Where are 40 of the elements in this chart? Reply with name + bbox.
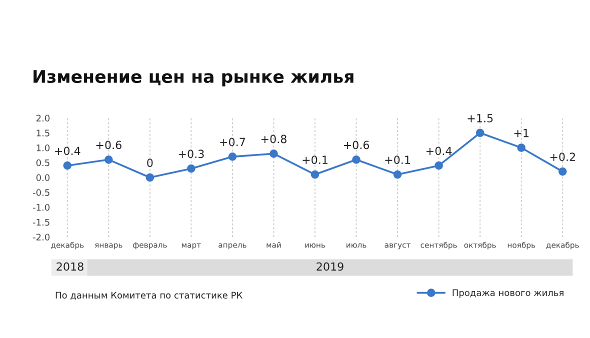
data-label: +0.4 xyxy=(426,146,452,156)
point xyxy=(228,152,237,161)
y-tick-label: -0.5 xyxy=(32,189,50,196)
y-tick-label: -1.5 xyxy=(32,218,50,226)
point xyxy=(63,161,72,170)
data-label: +0.6 xyxy=(96,140,122,150)
point xyxy=(434,161,443,170)
data-label: +0.8 xyxy=(261,134,286,144)
y-tick-label: 1.5 xyxy=(36,130,50,136)
data-label: +0.6 xyxy=(344,140,370,150)
text: 2019 xyxy=(316,262,344,271)
y-tick-label: 0.0 xyxy=(36,174,50,182)
point xyxy=(270,150,278,158)
text: 2018 xyxy=(56,262,84,271)
point xyxy=(558,167,567,176)
data-label: +1.5 xyxy=(468,114,493,122)
data-label: +0.3 xyxy=(178,150,204,158)
point xyxy=(187,164,196,173)
data-label: +0.1 xyxy=(302,156,328,164)
text: По данным Комитета по статистике РК xyxy=(56,292,242,300)
y-tick-label: 2.0 xyxy=(36,114,50,122)
point xyxy=(393,170,402,179)
point xyxy=(146,173,154,182)
data-label: +1 xyxy=(514,129,529,138)
point xyxy=(476,128,484,138)
data-label: +0.4 xyxy=(55,146,80,156)
point xyxy=(352,155,360,164)
chart-title: Изменение цен на рынке жилья xyxy=(34,70,354,86)
point xyxy=(104,155,113,164)
data-label: +0.7 xyxy=(220,138,245,146)
y-tick-label: -2.0 xyxy=(32,234,50,241)
data-label: 0 xyxy=(147,158,153,168)
legend-label: Продажа нового жилья xyxy=(452,289,564,298)
point xyxy=(517,144,526,152)
y-tick-label: -1.0 xyxy=(32,204,50,211)
data-label: +0.1 xyxy=(385,156,410,164)
point xyxy=(310,170,320,179)
y-tick-label: 0.5 xyxy=(36,159,50,166)
y-tick-label: 1.0 xyxy=(36,144,50,152)
data-label: +0.2 xyxy=(550,152,575,162)
